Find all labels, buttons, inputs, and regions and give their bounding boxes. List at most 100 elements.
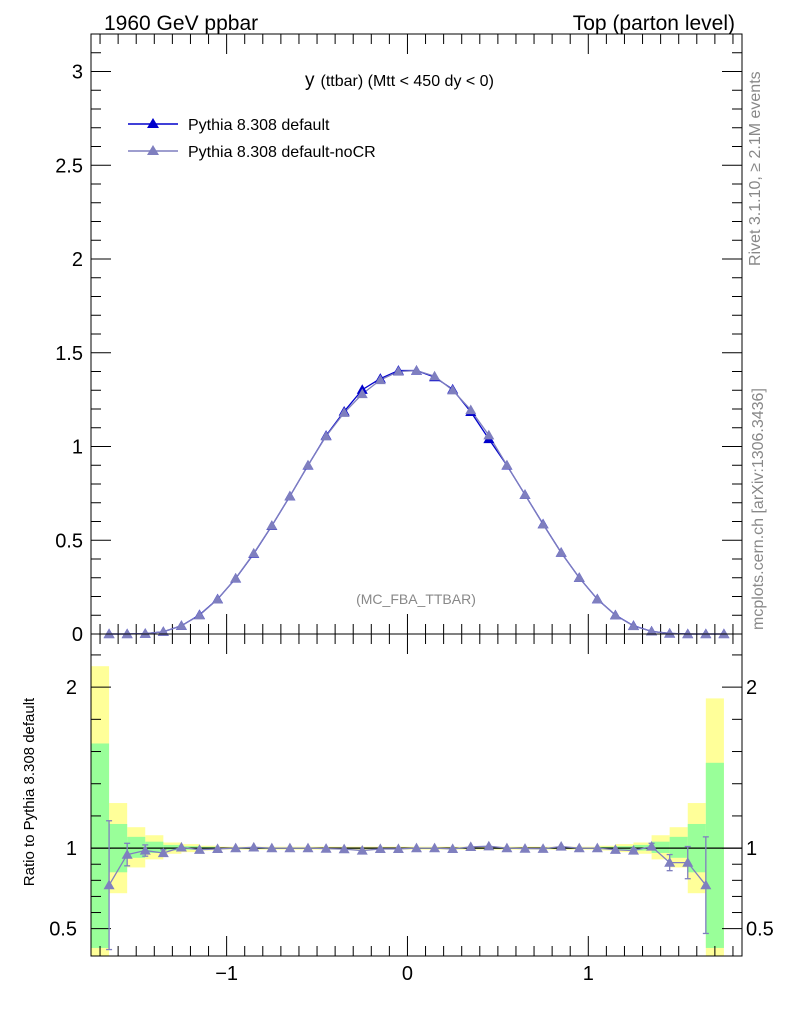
ratio-point-nocr: [429, 842, 441, 853]
ratio-point-nocr: [537, 843, 549, 853]
ratio-point-nocr: [139, 845, 151, 855]
legend-marker-default: [147, 118, 159, 128]
main-ytick-label: 2: [72, 249, 83, 271]
series-1-point: [175, 620, 187, 630]
ratio-point-nocr: [121, 849, 133, 859]
series-1-point: [284, 490, 296, 501]
ratio-point-nocr: [700, 879, 712, 890]
ratio-point-nocr: [483, 840, 495, 851]
ratio-point-nocr: [392, 843, 404, 854]
ratio-ytick-label: 2: [66, 677, 77, 699]
series-1-point: [392, 366, 404, 376]
series-1-point: [628, 620, 639, 631]
uncertainty-band-green: [705, 762, 724, 948]
ratio-ylabel: Ratio to Pythia 8.308 default: [21, 697, 38, 886]
ratio-point-nocr: [266, 842, 278, 853]
series-1-point: [537, 518, 549, 529]
series-1-point: [139, 628, 151, 638]
ratio-ytick-label-right: 1: [746, 838, 757, 860]
ratio-point-nocr: [302, 842, 314, 853]
ratio-point-nocr: [628, 845, 639, 855]
main-ytick-label: 2.5: [55, 155, 83, 177]
ratio-point-nocr: [609, 844, 621, 854]
series-1-point: [700, 628, 712, 639]
series-1-point: [447, 384, 459, 395]
series-1-point: [320, 430, 332, 441]
series-1-point: [483, 429, 495, 440]
series-1-point: [555, 547, 567, 557]
ratio-point-nocr: [212, 843, 224, 854]
main-ytick-label: 3: [72, 62, 83, 84]
ratio-point-nocr: [465, 841, 477, 851]
series-1-point: [501, 459, 513, 470]
series-1-point: [609, 609, 621, 620]
series-1-point: [157, 626, 169, 636]
main-ytick-label: 0.5: [55, 530, 83, 552]
series-1-point: [411, 365, 422, 375]
ratio-point-nocr: [447, 843, 459, 854]
ratio-point-nocr: [194, 844, 205, 854]
ratio-point-nocr: [175, 841, 187, 852]
ratio-point-nocr: [591, 842, 603, 853]
uncertainty-band-green: [127, 836, 146, 858]
main-ytick-label: 0: [72, 624, 83, 646]
uncertainty-band-green: [145, 841, 164, 853]
plot-title-main: y: [305, 70, 315, 91]
ratio-xtick-label: −1: [215, 963, 238, 985]
ratio-point-nocr: [411, 842, 422, 853]
ratio-point-nocr: [356, 845, 368, 855]
ratio-point-nocr: [501, 842, 513, 853]
series-1-point: [374, 374, 386, 385]
ratio-point-nocr: [646, 841, 658, 851]
legend-label-nocr: Pythia 8.308 default-noCR: [188, 144, 376, 161]
series-1-point: [682, 628, 694, 639]
ratio-ytick-label-right: 0.5: [746, 919, 774, 941]
ratio-point-nocr: [519, 843, 531, 853]
ratio-point-nocr: [320, 843, 332, 853]
series-1-point: [302, 459, 314, 470]
series-1-point: [664, 627, 676, 638]
legend-label-default: Pythia 8.308 default: [188, 117, 330, 134]
rivet-version-label: Rivet 3.1.10, ≥ 2.1M events: [747, 71, 764, 266]
uncertainty-band-green: [91, 743, 110, 948]
ratio-plot-frame: [90, 633, 743, 957]
ratio-point-nocr: [374, 843, 386, 854]
ratio-line-nocr: [108, 845, 707, 886]
series-1-point: [266, 520, 278, 530]
series-1-point: [429, 370, 441, 381]
series-1-point: [591, 593, 603, 604]
ratio-ytick-label: 1: [66, 838, 77, 860]
series-1-point: [718, 628, 730, 639]
series-1-point: [519, 489, 531, 499]
plot-title: y (ttbar) (Mtt < 450 dy < 0): [305, 70, 494, 91]
uncertainty-band-green: [651, 841, 670, 853]
legend-marker-nocr: [147, 145, 159, 155]
ratio-plot: 0.5 0.5 1 1 2 2 −1 0 1: [49, 634, 774, 985]
header-left-title: 1960 GeV ppbar: [104, 12, 258, 35]
ratio-point-nocr: [248, 841, 260, 852]
plot-title-rest: (ttbar) (Mtt < 450 dy < 0): [321, 73, 494, 90]
mcplots-label: mcplots.cern.ch [arXiv:1306.3436]: [750, 388, 767, 630]
series-1-point: [248, 547, 260, 558]
ratio-xtick-label: 1: [583, 963, 594, 985]
series-1-point: [338, 407, 350, 417]
series-1-point: [194, 609, 205, 620]
legend: Pythia 8.308 default Pythia 8.308 defaul…: [128, 117, 376, 161]
series-1-point: [212, 593, 224, 604]
ratio-point-nocr: [230, 842, 242, 853]
series-1-point: [103, 628, 115, 639]
ratio-point-nocr: [284, 842, 296, 853]
uncertainty-band-green: [669, 836, 688, 858]
ratio-point-nocr: [573, 842, 585, 853]
ratio-point-nocr: [338, 843, 350, 854]
ratio-xtick-label: 0: [402, 963, 413, 985]
ratio-ytick-label-right: 2: [746, 677, 757, 699]
series-1-point: [230, 572, 242, 583]
series-1-point: [573, 572, 585, 582]
ratio-ytick-label: 0.5: [49, 919, 77, 941]
series-1-point: [465, 404, 477, 415]
series-1-point: [356, 388, 368, 399]
main-ytick-label: 1.5: [55, 343, 83, 365]
header-right-title: Top (parton level): [573, 12, 735, 35]
